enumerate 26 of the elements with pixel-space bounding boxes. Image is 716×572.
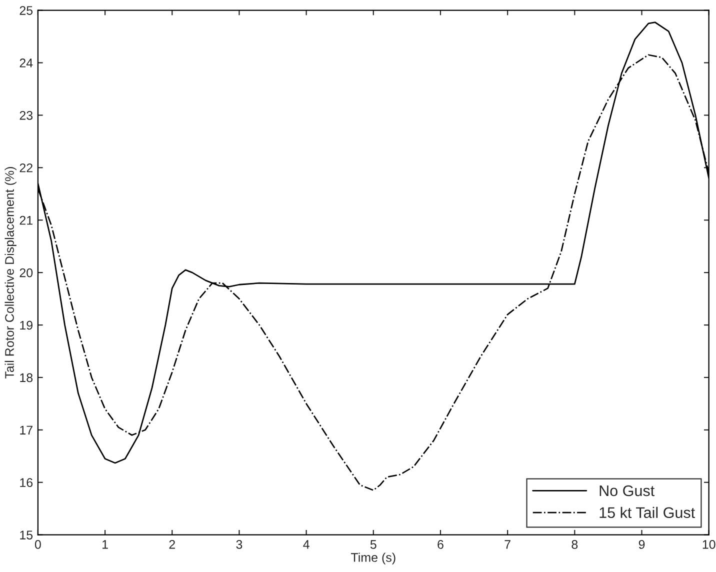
y-tick-label: 21	[20, 216, 32, 225]
y-tick-label: 20	[20, 268, 33, 278]
y-tick-label: 25	[20, 6, 33, 15]
x-tick-label: 10	[702, 540, 716, 549]
y-tick-label: 24	[20, 58, 33, 68]
x-tick-label: 1	[102, 540, 108, 549]
x-tick-label: 7	[504, 540, 510, 549]
x-tick-label: 2	[169, 540, 175, 549]
x-tick-label: 3	[236, 540, 242, 549]
x-tick-label: 4	[303, 540, 310, 549]
y-tick-label: 17	[20, 426, 32, 434]
y-tick-label: 19	[20, 320, 32, 330]
x-tick-label: 9	[638, 540, 645, 549]
y-tick-label: 15	[20, 530, 33, 540]
legend-label: 15 kt Tail Gust	[600, 506, 695, 518]
y-tick-label: 22	[20, 163, 32, 172]
y-axis-title: Tail Rotor Collective Displacement (%)	[4, 167, 16, 379]
x-tick-label: 8	[572, 540, 578, 549]
x-tick-label: 5	[370, 540, 376, 549]
x-tick-label: 0	[34, 540, 41, 549]
x-tick-label: 6	[438, 540, 444, 549]
legend-label: No Gust	[600, 485, 654, 496]
y-tick-label: 23	[20, 111, 33, 120]
y-tick-label: 18	[20, 373, 33, 382]
x-axis-title: Time (s)	[351, 552, 396, 564]
y-tick-label: 16	[20, 478, 33, 488]
